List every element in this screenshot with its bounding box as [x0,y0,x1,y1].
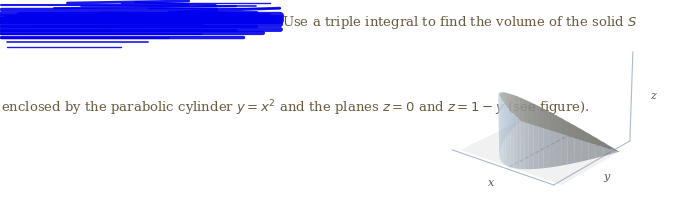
Y-axis label: y: y [603,172,609,182]
Text: enclosed by the parabolic cylinder $y = x^2$ and the planes $z = 0$ and $z = 1 -: enclosed by the parabolic cylinder $y = … [1,98,590,118]
X-axis label: x: x [488,178,494,188]
Text: Use a triple integral to find the volume of the solid $S$: Use a triple integral to find the volume… [282,14,637,31]
